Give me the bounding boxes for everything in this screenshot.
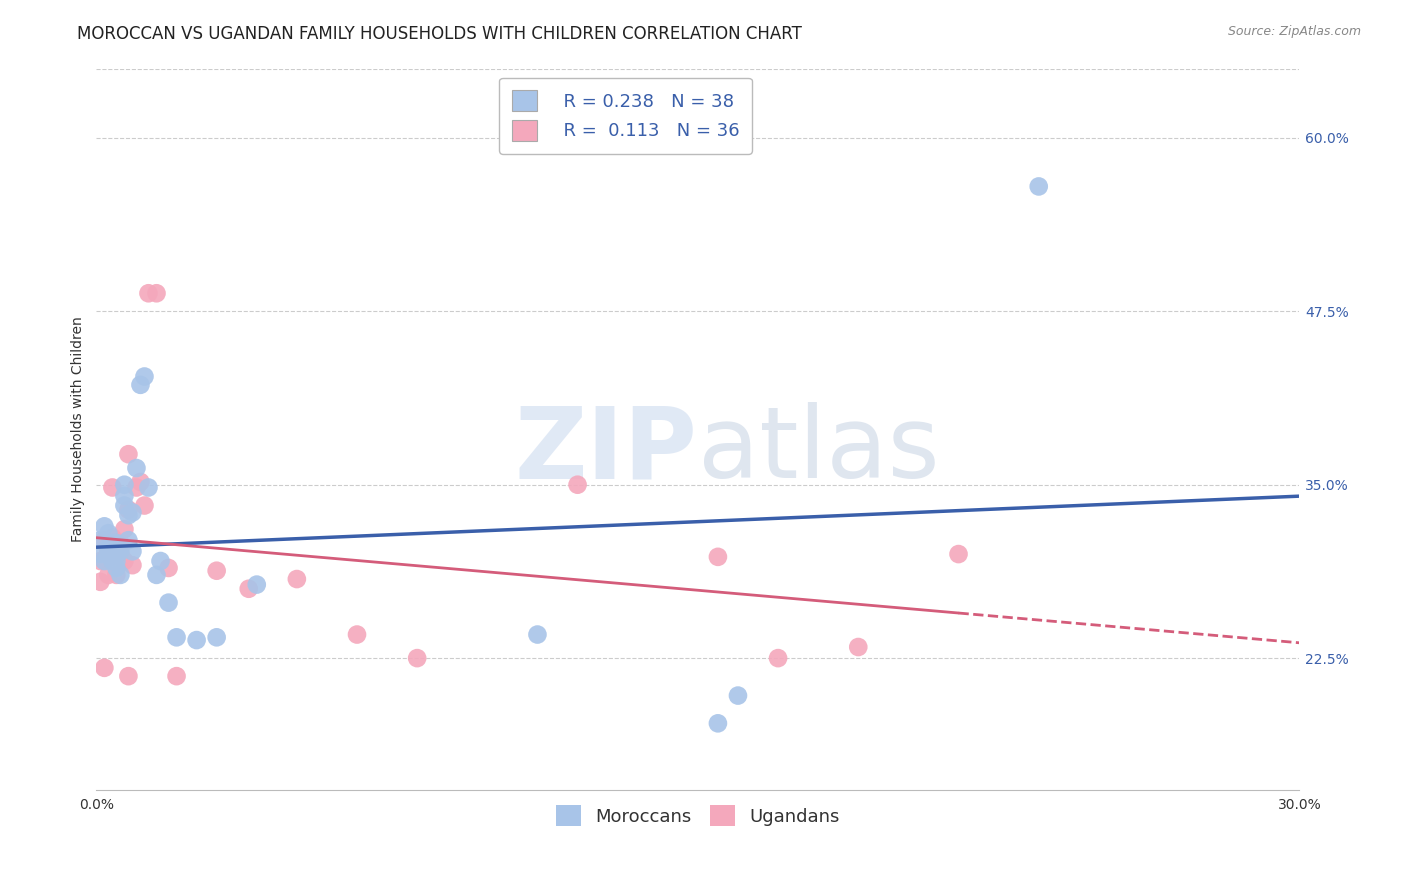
Point — [101, 481, 124, 495]
Point — [138, 481, 160, 495]
Point — [105, 567, 128, 582]
Text: MOROCCAN VS UGANDAN FAMILY HOUSEHOLDS WITH CHILDREN CORRELATION CHART: MOROCCAN VS UGANDAN FAMILY HOUSEHOLDS WI… — [77, 25, 803, 43]
Point — [93, 554, 115, 568]
Point — [138, 286, 160, 301]
Point — [285, 572, 308, 586]
Point — [110, 536, 132, 550]
Point — [948, 547, 970, 561]
Point — [89, 554, 111, 568]
Point — [89, 533, 111, 548]
Point — [157, 596, 180, 610]
Point — [134, 499, 156, 513]
Text: atlas: atlas — [697, 402, 939, 500]
Point — [145, 286, 167, 301]
Point — [406, 651, 429, 665]
Point — [166, 669, 188, 683]
Point — [846, 640, 869, 654]
Point — [89, 574, 111, 589]
Point — [125, 461, 148, 475]
Point — [105, 554, 128, 568]
Point — [117, 502, 139, 516]
Point — [707, 549, 730, 564]
Point — [101, 554, 124, 568]
Point — [134, 369, 156, 384]
Point — [89, 547, 111, 561]
Point — [93, 533, 115, 548]
Point — [526, 627, 548, 641]
Point — [707, 716, 730, 731]
Point — [110, 567, 132, 582]
Point — [117, 508, 139, 523]
Point — [101, 530, 124, 544]
Point — [149, 554, 172, 568]
Point — [346, 627, 368, 641]
Point — [145, 567, 167, 582]
Point — [117, 669, 139, 683]
Point — [129, 475, 152, 489]
Text: Source: ZipAtlas.com: Source: ZipAtlas.com — [1227, 25, 1361, 38]
Point — [129, 377, 152, 392]
Point — [238, 582, 260, 596]
Legend: Moroccans, Ugandans: Moroccans, Ugandans — [547, 796, 849, 835]
Point — [121, 506, 143, 520]
Point — [105, 544, 128, 558]
Point — [101, 536, 124, 550]
Point — [246, 577, 269, 591]
Point — [112, 489, 135, 503]
Point — [101, 549, 124, 564]
Point — [93, 661, 115, 675]
Point — [766, 651, 789, 665]
Point — [121, 558, 143, 573]
Point — [205, 630, 228, 644]
Point — [727, 689, 749, 703]
Point — [112, 477, 135, 491]
Point — [97, 544, 120, 558]
Point — [166, 630, 188, 644]
Point — [157, 561, 180, 575]
Point — [567, 477, 589, 491]
Y-axis label: Family Households with Children: Family Households with Children — [72, 317, 86, 542]
Point — [1028, 179, 1050, 194]
Point — [112, 499, 135, 513]
Point — [121, 544, 143, 558]
Point — [105, 561, 128, 575]
Point — [117, 447, 139, 461]
Point — [110, 544, 132, 558]
Point — [97, 547, 120, 561]
Point — [112, 554, 135, 568]
Point — [93, 519, 115, 533]
Point — [101, 547, 124, 561]
Point — [125, 481, 148, 495]
Point — [105, 536, 128, 550]
Point — [97, 540, 120, 554]
Point — [97, 526, 120, 541]
Text: ZIP: ZIP — [515, 402, 697, 500]
Point — [205, 564, 228, 578]
Point — [110, 547, 132, 561]
Point — [117, 533, 139, 548]
Point — [97, 567, 120, 582]
Point — [105, 547, 128, 561]
Point — [186, 633, 208, 648]
Point — [112, 522, 135, 536]
